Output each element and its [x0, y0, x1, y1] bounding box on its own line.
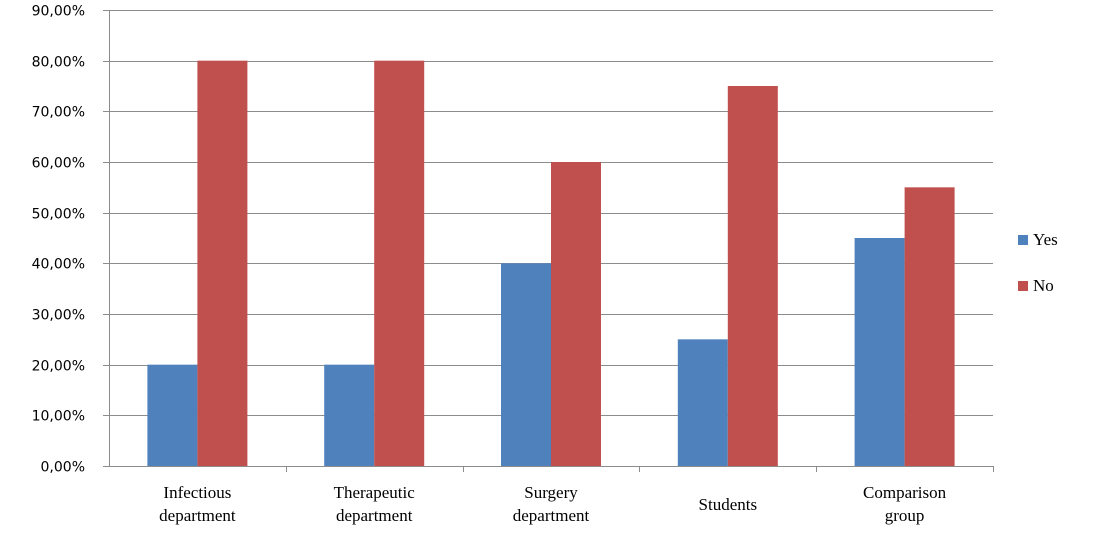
x-tick-label-line: Infectious [163, 483, 231, 502]
x-tick-label-line: department [159, 506, 236, 525]
y-tick-labels: 0,00% 10,00% 20,00% 30,00% 40,00% 50,00% 60,00… [32, 4, 85, 476]
x-tick-label-line: group [885, 506, 925, 525]
x-tick-label: Students [699, 495, 758, 514]
x-tick-label-line: Students [699, 495, 758, 514]
y-tick-label: 30,00% [32, 308, 85, 324]
y-tick-label: 90,00% [32, 4, 85, 20]
bars [147, 60, 955, 467]
x-tick-label: Surgery department [513, 483, 590, 525]
y-tick-label: 50,00% [32, 207, 85, 223]
bar-yes [501, 263, 551, 466]
bar-yes [324, 364, 375, 466]
y-tick-label: 10,00% [32, 409, 85, 425]
y-tick-label: 20,00% [32, 359, 85, 375]
y-tick-label: 70,00% [32, 105, 85, 121]
y-tick-label: 80,00% [32, 55, 85, 71]
legend-label-yes: Yes [1033, 230, 1058, 249]
bar-no [551, 162, 601, 466]
x-tick-label-line: department [336, 506, 413, 525]
bar-no [197, 60, 248, 467]
x-tick-label-line: Therapeutic [334, 483, 416, 502]
x-tick-label-line: Surgery [524, 483, 578, 502]
x-tick-labels: Infectious department Therapeutic departmen… [159, 483, 946, 525]
bar-yes [854, 238, 905, 466]
bar-no [374, 60, 425, 467]
x-tick-label: Infectious department [159, 483, 236, 525]
y-tick-label: 40,00% [32, 257, 85, 273]
x-tick-label: Therapeutic department [334, 483, 416, 525]
x-tick-label-line: Comparison [863, 483, 947, 502]
legend-swatch-no [1018, 281, 1028, 291]
bar-yes [677, 339, 728, 466]
legend-label-no: No [1033, 276, 1054, 295]
bar-yes [147, 364, 198, 466]
legend-swatch-yes [1018, 235, 1028, 245]
bar-no [727, 86, 778, 466]
y-tick-label: 60,00% [32, 156, 85, 172]
legend: Yes No [1018, 230, 1058, 295]
x-tick-label: Comparison group [863, 483, 947, 525]
y-tick-label: 0,00% [41, 460, 85, 476]
axes [103, 10, 994, 472]
x-tick-label-line: department [513, 506, 590, 525]
bar-no [904, 187, 955, 467]
